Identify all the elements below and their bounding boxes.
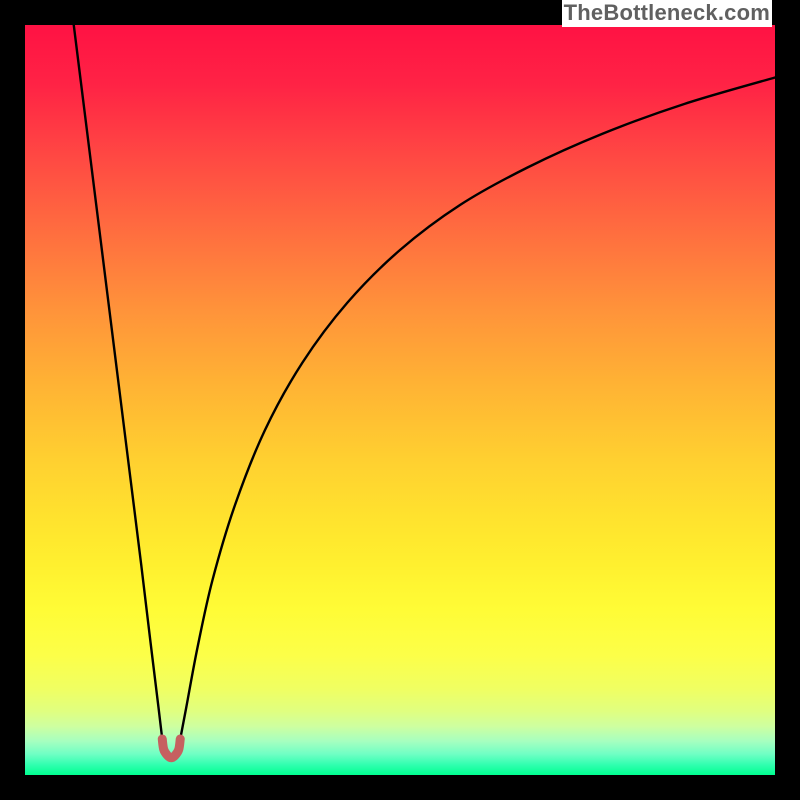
watermark-label: TheBottleneck.com (562, 0, 772, 27)
chart-stage: TheBottleneck.com (0, 0, 800, 800)
curve-right (180, 78, 775, 740)
u-marker (162, 739, 180, 758)
curve-left (74, 25, 163, 739)
curve-layer (25, 25, 775, 775)
plot-area (25, 25, 775, 775)
